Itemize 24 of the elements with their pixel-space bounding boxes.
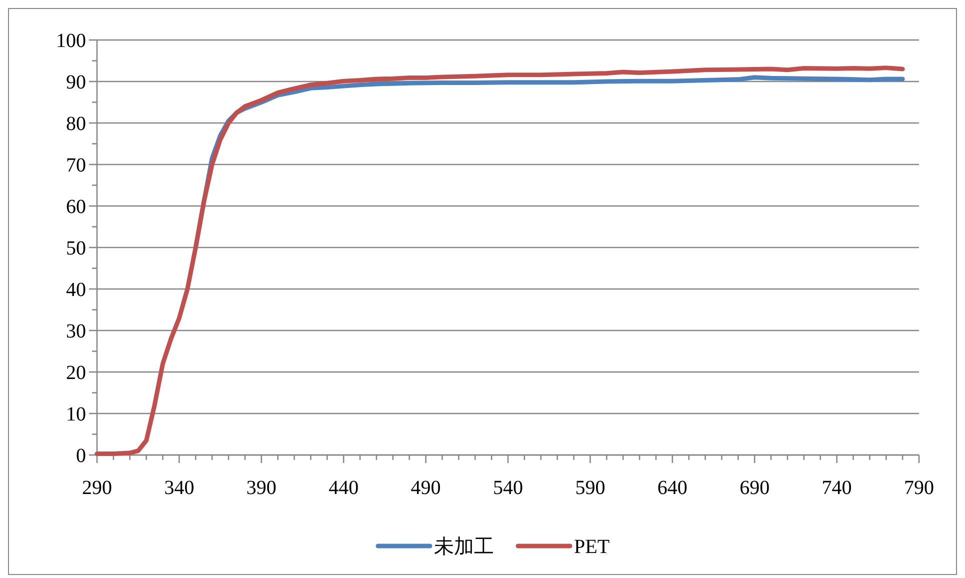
legend-label: 未加工 <box>434 536 494 558</box>
x-tick-label: 740 <box>822 477 852 499</box>
x-tick-label: 590 <box>575 477 606 499</box>
y-tick-label: 90 <box>66 72 86 94</box>
legend-label: PET <box>574 536 610 558</box>
x-tick-label: 340 <box>164 477 194 499</box>
x-tick-label: 290 <box>82 477 112 499</box>
x-tick-label: 390 <box>246 477 276 499</box>
x-tick-label: 790 <box>904 477 934 499</box>
y-tick-label: 30 <box>66 320 86 342</box>
y-tick-label: 0 <box>76 445 86 467</box>
y-tick-label: 70 <box>66 154 86 176</box>
y-tick-label: 20 <box>66 362 86 384</box>
y-tick-label: 10 <box>66 404 86 426</box>
y-tick-label: 100 <box>56 30 86 52</box>
y-tick-label: 60 <box>66 196 86 218</box>
y-tick-label: 80 <box>66 113 86 135</box>
x-tick-label: 690 <box>740 477 770 499</box>
x-tick-label: 440 <box>328 477 359 499</box>
y-tick-label: 40 <box>66 279 86 301</box>
y-tick-label: 50 <box>66 238 86 260</box>
x-tick-label: 640 <box>657 477 688 499</box>
x-tick-label: 490 <box>410 477 441 499</box>
x-tick-label: 540 <box>493 477 523 499</box>
